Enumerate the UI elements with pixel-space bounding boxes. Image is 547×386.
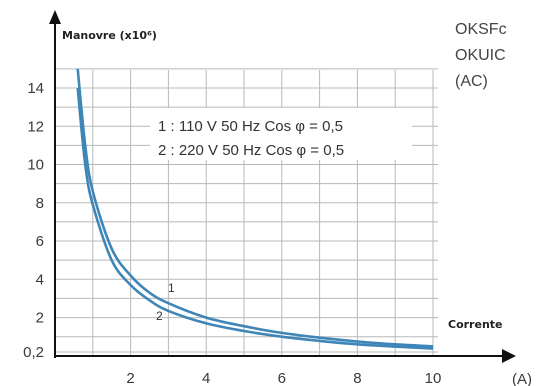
- x-tick-label: 4: [202, 370, 210, 386]
- legend-entry-2: 2 : 220 V 50 Hz Cos φ = 0,5: [158, 142, 344, 159]
- y-tick-label: 6: [36, 233, 44, 250]
- series-2-line: [76, 87, 434, 350]
- y-tick-label: 12: [27, 118, 44, 135]
- y-axis-label: Manovre (x10⁶): [62, 29, 157, 42]
- corner-label-1: OKSFc: [455, 21, 507, 38]
- corner-label-2: OKUIC: [455, 47, 506, 64]
- x-axis-unit: (A): [512, 371, 532, 386]
- x-tick-labels: 2 4 6 8 10: [126, 370, 441, 386]
- curve-label-1: 1: [168, 281, 175, 295]
- x-axis-label: Corrente: [448, 318, 503, 331]
- x-tick-label: 8: [353, 370, 361, 386]
- x-tick-label: 10: [425, 370, 442, 386]
- y-tick-label: 0,2: [23, 344, 44, 361]
- y-tick-label: 10: [27, 157, 44, 174]
- axes: [49, 10, 516, 363]
- y-tick-labels: 0,2 2 4 6 8 10 12 14: [23, 80, 44, 361]
- corner-label-3: (AC): [455, 73, 488, 90]
- x-tick-label: 6: [278, 370, 286, 386]
- curve-label-2: 2: [156, 309, 163, 323]
- y-axis-arrow-icon: [49, 10, 61, 24]
- legend-entry-1: 1 : 110 V 50 Hz Cos φ = 0,5: [158, 118, 343, 135]
- x-axis-arrow-icon: [502, 349, 516, 363]
- x-tick-label: 2: [126, 370, 134, 386]
- y-tick-label: 4: [36, 271, 44, 288]
- legend-box: [150, 108, 412, 160]
- y-tick-label: 2: [36, 310, 44, 327]
- y-tick-label: 8: [36, 195, 44, 212]
- series-1-line: [76, 68, 434, 348]
- y-tick-label: 14: [27, 80, 44, 97]
- curves: [76, 68, 434, 350]
